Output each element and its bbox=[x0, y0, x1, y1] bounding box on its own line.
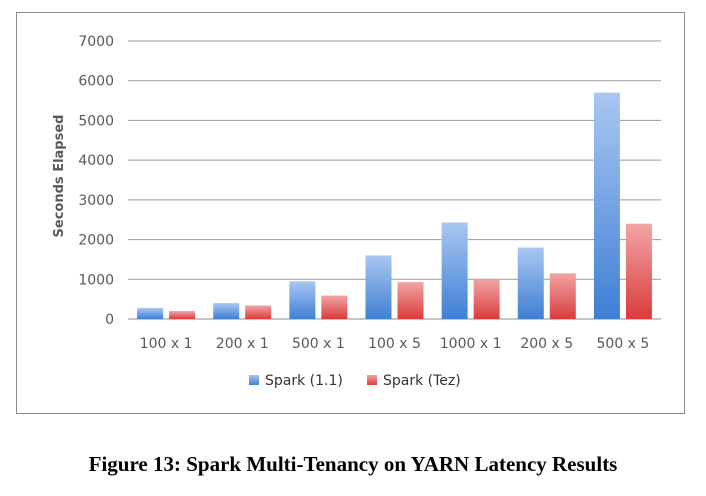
legend-swatch bbox=[367, 375, 377, 385]
chart-svg: 0 1000 2000 3000 4000 5000 6000 7000 100 x 1 200 … bbox=[52, 34, 661, 389]
bar-spark-tez bbox=[549, 273, 576, 319]
bar-spark-1-1 bbox=[593, 92, 620, 319]
x-tick-label: 1000 x 1 bbox=[440, 336, 502, 352]
y-tick-label: 3000 bbox=[78, 193, 114, 209]
bar-spark-1-1 bbox=[289, 281, 316, 319]
y-tick-label: 7000 bbox=[78, 34, 114, 50]
bar-spark-tez bbox=[321, 295, 348, 319]
chart-frame: 0 1000 2000 3000 4000 5000 6000 7000 100 x 1 200 … bbox=[16, 12, 685, 414]
bar-spark-tez bbox=[397, 282, 424, 319]
y-tick-label: 4000 bbox=[78, 153, 114, 169]
bar-spark-1-1 bbox=[365, 255, 392, 319]
bar-spark-1-1 bbox=[213, 303, 240, 319]
bar-spark-1-1 bbox=[137, 307, 164, 319]
y-tick-label: 2000 bbox=[78, 233, 114, 249]
legend-swatch bbox=[249, 375, 259, 385]
y-tick-label: 6000 bbox=[78, 74, 114, 90]
bar-spark-tez bbox=[245, 305, 272, 319]
bar-spark-1-1 bbox=[441, 222, 468, 319]
x-tick-label: 200 x 5 bbox=[520, 336, 573, 352]
x-tick-label: 100 x 5 bbox=[368, 336, 421, 352]
x-tick-label: 500 x 5 bbox=[597, 336, 650, 352]
bar-spark-tez bbox=[625, 223, 652, 319]
x-tick-label: 500 x 1 bbox=[292, 336, 345, 352]
bar-spark-tez bbox=[169, 311, 196, 319]
y-tick-label: 5000 bbox=[78, 113, 114, 129]
bar-spark-1-1 bbox=[517, 247, 544, 319]
bar-spark-tez bbox=[473, 279, 500, 319]
legend-label: Spark (Tez) bbox=[383, 373, 461, 389]
legend-label: Spark (1.1) bbox=[265, 373, 343, 389]
y-tick-label: 0 bbox=[105, 312, 114, 328]
y-axis-label: Seconds Elapsed bbox=[52, 115, 67, 238]
y-tick-label: 1000 bbox=[78, 272, 114, 288]
figure-caption: Figure 13: Spark Multi-Tenancy on YARN L… bbox=[88, 452, 618, 476]
x-tick-label: 100 x 1 bbox=[140, 336, 193, 352]
x-tick-label: 200 x 1 bbox=[216, 336, 269, 352]
